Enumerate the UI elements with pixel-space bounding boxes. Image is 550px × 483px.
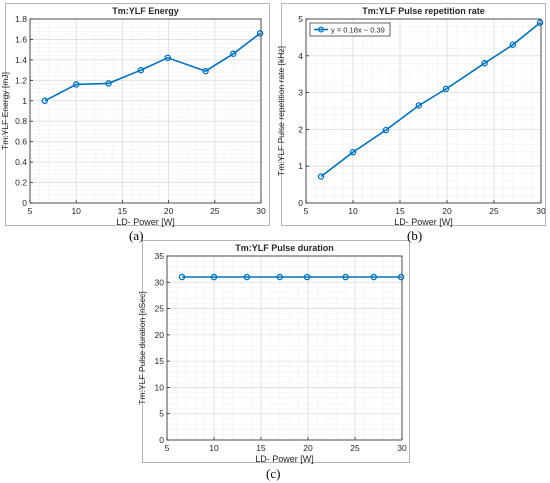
x-tick-label: 15	[395, 206, 405, 216]
y-tick-label: 1.4	[15, 55, 27, 65]
data-point	[41, 97, 49, 105]
y-tick-label: 5	[298, 14, 303, 24]
axes-box	[305, 18, 542, 204]
x-tick-label: 20	[303, 443, 313, 453]
data-point	[72, 81, 80, 88]
series-line	[44, 32, 261, 102]
y-tick-label: 4	[298, 51, 303, 61]
x-axis-label: LD- Power [W]	[394, 217, 453, 227]
panel-label-c: (c)	[266, 466, 281, 481]
panel-label-b: (b)	[407, 228, 423, 243]
y-axis-label: Tm:YLF Pulse repetition rate [kHz]	[276, 46, 286, 176]
y-tick-label: 1.6	[15, 34, 27, 44]
y-tick-label: 2	[298, 124, 303, 134]
data-point	[382, 126, 390, 134]
y-tick-label: 10	[155, 382, 165, 392]
data-point	[536, 19, 544, 26]
data-point	[397, 273, 405, 281]
chart-title: Tm:YLF Pulse duration	[235, 243, 334, 253]
x-axis-label: LD- Power [W]	[255, 454, 314, 464]
x-tick-label: 15	[118, 206, 128, 216]
x-axis-label: LD- Power [W]	[116, 217, 175, 227]
data-point	[230, 50, 237, 58]
x-tick-label: 10	[209, 443, 219, 453]
data-point	[481, 59, 488, 67]
y-tick-label: 5	[159, 409, 164, 419]
x-tick-label: 30	[397, 443, 407, 453]
x-tick-label: 20	[164, 206, 174, 216]
x-tick-label: 5	[165, 443, 170, 453]
data-point	[105, 80, 112, 87]
axes-box	[29, 18, 262, 204]
y-tick-label: 1	[22, 96, 27, 106]
y-tick-label: 30	[155, 277, 165, 287]
legend-label: y = 0.18x − 0.39	[331, 26, 385, 35]
chart-b: 5 10 15 20 25 30 0 1 2 3 4 5 Tm:YLF Pulse repetition…	[276, 3, 546, 227]
x-tick-label: 25	[489, 206, 499, 216]
y-tick-label: 35	[155, 251, 165, 261]
data-point	[415, 102, 423, 109]
x-tick-label: 30	[256, 206, 266, 216]
x-tick-label: 5	[304, 206, 309, 216]
data-point	[349, 148, 357, 156]
panel-label-a: (a)	[129, 228, 144, 243]
data-point	[243, 273, 251, 281]
y-axis-label: Tm:YLF Energy [mJ]	[0, 72, 10, 150]
y-tick-label: 3	[298, 88, 303, 98]
y-tick-label: 0.8	[15, 116, 27, 126]
data-point	[342, 273, 349, 281]
data-point	[303, 273, 311, 281]
y-tick-label: 0	[22, 198, 27, 208]
y-tick-label: 25	[155, 304, 165, 314]
x-tick-label: 10	[71, 206, 81, 216]
x-tick-label: 25	[350, 443, 360, 453]
data-point	[442, 85, 450, 93]
x-tick-label: 30	[536, 206, 546, 216]
legend-marker	[318, 26, 325, 33]
data-point	[276, 273, 284, 281]
y-tick-label: 0.6	[15, 137, 27, 147]
data-point	[137, 66, 145, 74]
data-point	[210, 273, 218, 281]
y-tick-label: 1.8	[15, 14, 27, 24]
plot-area	[306, 19, 541, 203]
data-point	[202, 67, 209, 75]
y-tick-label: 1.2	[15, 75, 27, 85]
y-tick-label: 20	[155, 330, 165, 340]
axes-box	[166, 255, 403, 441]
data-point	[164, 54, 171, 62]
x-tick-label: 20	[442, 206, 452, 216]
chart-title: Tm:YLF Pulse repetition rate	[362, 6, 485, 16]
y-tick-label: 0	[298, 198, 303, 208]
y-axis-label: Tm:YLF Pulse duration [nSec]	[137, 291, 147, 404]
x-tick-label: 15	[256, 443, 266, 453]
data-point	[178, 273, 186, 281]
y-tick-label: 15	[155, 356, 165, 366]
chart-title: Tm:YLF Energy	[112, 6, 179, 16]
y-tick-label: 0	[159, 435, 164, 445]
data-point	[256, 30, 264, 37]
plot-area	[167, 256, 402, 440]
chart-a: 5 10 15 20 25 30 0 0.2 0.4 0.6 0.8 1 1.2 1.4 1.6 1.8 Tm:…	[0, 3, 270, 227]
x-tick-label: 25	[210, 206, 220, 216]
y-tick-label: 1	[298, 161, 303, 171]
x-tick-label: 10	[348, 206, 358, 216]
plot-area	[30, 19, 261, 203]
data-point	[317, 173, 325, 180]
legend-box	[309, 22, 391, 37]
series-line	[320, 22, 541, 178]
data-point	[370, 273, 378, 281]
data-point	[509, 41, 517, 49]
x-tick-label: 5	[28, 206, 33, 216]
y-tick-label: 0.4	[15, 157, 27, 167]
y-tick-label: 0.2	[15, 178, 27, 188]
